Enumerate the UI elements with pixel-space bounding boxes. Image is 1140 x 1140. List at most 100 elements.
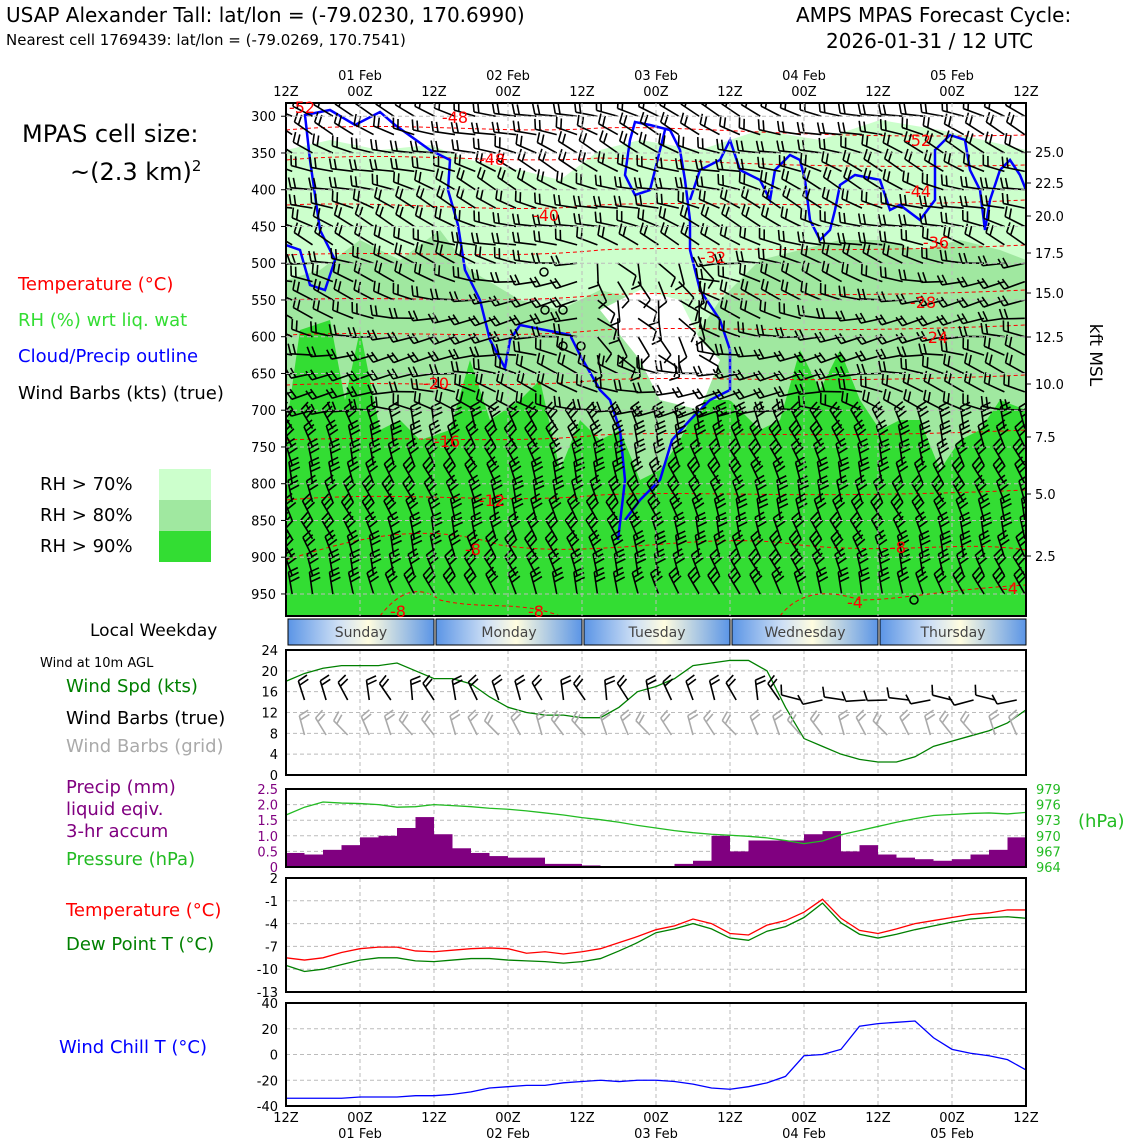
precip-label-3: 3-hr accum: [66, 821, 169, 842]
wind-barb: [412, 228, 435, 246]
wind-barb: [983, 207, 1005, 228]
wind-barb: [597, 224, 619, 246]
panel-tick-label: 1.0: [257, 830, 278, 845]
wind-barb: [922, 115, 944, 136]
wind-barb: [493, 246, 517, 264]
wind-barb: [636, 154, 659, 173]
panel-frame: [285, 1002, 1027, 1107]
wind-barb: [923, 149, 944, 173]
wind-barb: [921, 247, 944, 264]
wind-barb: [369, 158, 394, 173]
wind-barb: [863, 148, 883, 173]
wind-barb: [618, 130, 639, 154]
wind-barb: [963, 371, 985, 393]
wind-barb: [692, 256, 720, 268]
wind-barb: [913, 456, 927, 485]
precip-bar: [767, 840, 786, 867]
wind-barb: [837, 709, 850, 736]
wind-barb: [331, 299, 354, 320]
panel-tick-label: -10: [257, 963, 278, 978]
wind-barb: [760, 278, 781, 301]
wind-barb: [383, 493, 397, 521]
wind-barb: [454, 152, 476, 173]
wind-barb: [921, 355, 944, 375]
wind-barb: [703, 709, 716, 736]
panel-tick-label: 2.0: [257, 799, 278, 814]
wind-barb: [938, 710, 953, 736]
wind-barb: [547, 548, 561, 576]
wind-barb: [476, 166, 497, 191]
wind-barb: [802, 185, 822, 209]
wind-barb: [738, 263, 761, 283]
wind-barb: [822, 166, 843, 191]
wind-barb: [901, 244, 924, 264]
wind-barb: [433, 103, 456, 117]
wind-barb: [535, 709, 547, 736]
wind-barb: [492, 212, 517, 228]
temp-contour: [286, 324, 1026, 336]
wind-barb: [415, 185, 436, 209]
wind-barb: [780, 260, 802, 283]
wind-barbs: [286, 103, 1026, 605]
wind-barb: [712, 388, 741, 401]
wind-barb: [346, 370, 374, 382]
panel-frame: [285, 649, 1027, 776]
wind-barb: [662, 674, 674, 701]
wind-barb: [286, 391, 293, 395]
wind-barb: [555, 170, 578, 191]
wind-barb: [342, 474, 356, 503]
wind-barb: [469, 346, 496, 358]
wind-barb: [286, 332, 293, 338]
precip-bar: [693, 860, 712, 867]
wind-barb: [815, 307, 842, 320]
wind-barb: [879, 266, 903, 283]
wind-barb: [534, 118, 557, 136]
wind-barb: [374, 260, 395, 283]
wind-barb: [1015, 529, 1026, 558]
wind-barb: [991, 694, 1017, 705]
wind-speed-label: Wind Spd (kts): [66, 676, 198, 697]
panel-tick-label: 2: [270, 872, 278, 887]
wind-barb: [369, 304, 395, 320]
wind-barb: [334, 222, 354, 246]
wind-barb: [334, 103, 354, 117]
wind-barb: [310, 192, 334, 209]
weekday-label: Monday: [481, 625, 536, 641]
wind-barb: [980, 194, 1005, 209]
wind-barb: [516, 167, 537, 191]
wind-barb: [360, 709, 372, 736]
wind-barb: [374, 103, 395, 117]
top-hour-label: 00Z: [643, 85, 669, 100]
wind-barb: [793, 351, 822, 363]
wind-barb: [800, 243, 822, 264]
wind-barb: [647, 493, 661, 521]
wind-barb: [511, 493, 524, 521]
wind-barb: [514, 674, 526, 701]
wind-barb: [635, 711, 651, 736]
wind-barb: [997, 278, 1026, 290]
wind-barb: [776, 493, 789, 521]
wind-barb: [890, 493, 904, 521]
wind-barb: [596, 299, 616, 324]
wind-barb: [571, 710, 586, 736]
wind-barb: [572, 195, 598, 209]
weekday-label: Sunday: [335, 625, 387, 641]
wind-barb: [757, 156, 781, 173]
wind-barb: [473, 210, 496, 228]
temp-contour: [379, 591, 561, 616]
wind-barb: [592, 548, 605, 576]
wind-barb: [367, 383, 395, 396]
wind-barb: [741, 204, 761, 228]
pressure-tick-label: 450: [251, 220, 276, 235]
bottom-hour-label: 12Z: [1013, 1111, 1039, 1126]
wind-barb: [814, 352, 842, 364]
temp-contour-label: -16: [434, 432, 460, 451]
weekday-label: Thursday: [919, 625, 985, 641]
wind-barb: [515, 133, 537, 154]
weekday-band: [879, 618, 1027, 646]
wind-barb: [286, 313, 293, 320]
wind-barb: [411, 285, 435, 301]
wind-barb: [597, 113, 619, 136]
bottom-hour-label: 12Z: [421, 1111, 447, 1126]
wind-barb: [992, 566, 1006, 595]
